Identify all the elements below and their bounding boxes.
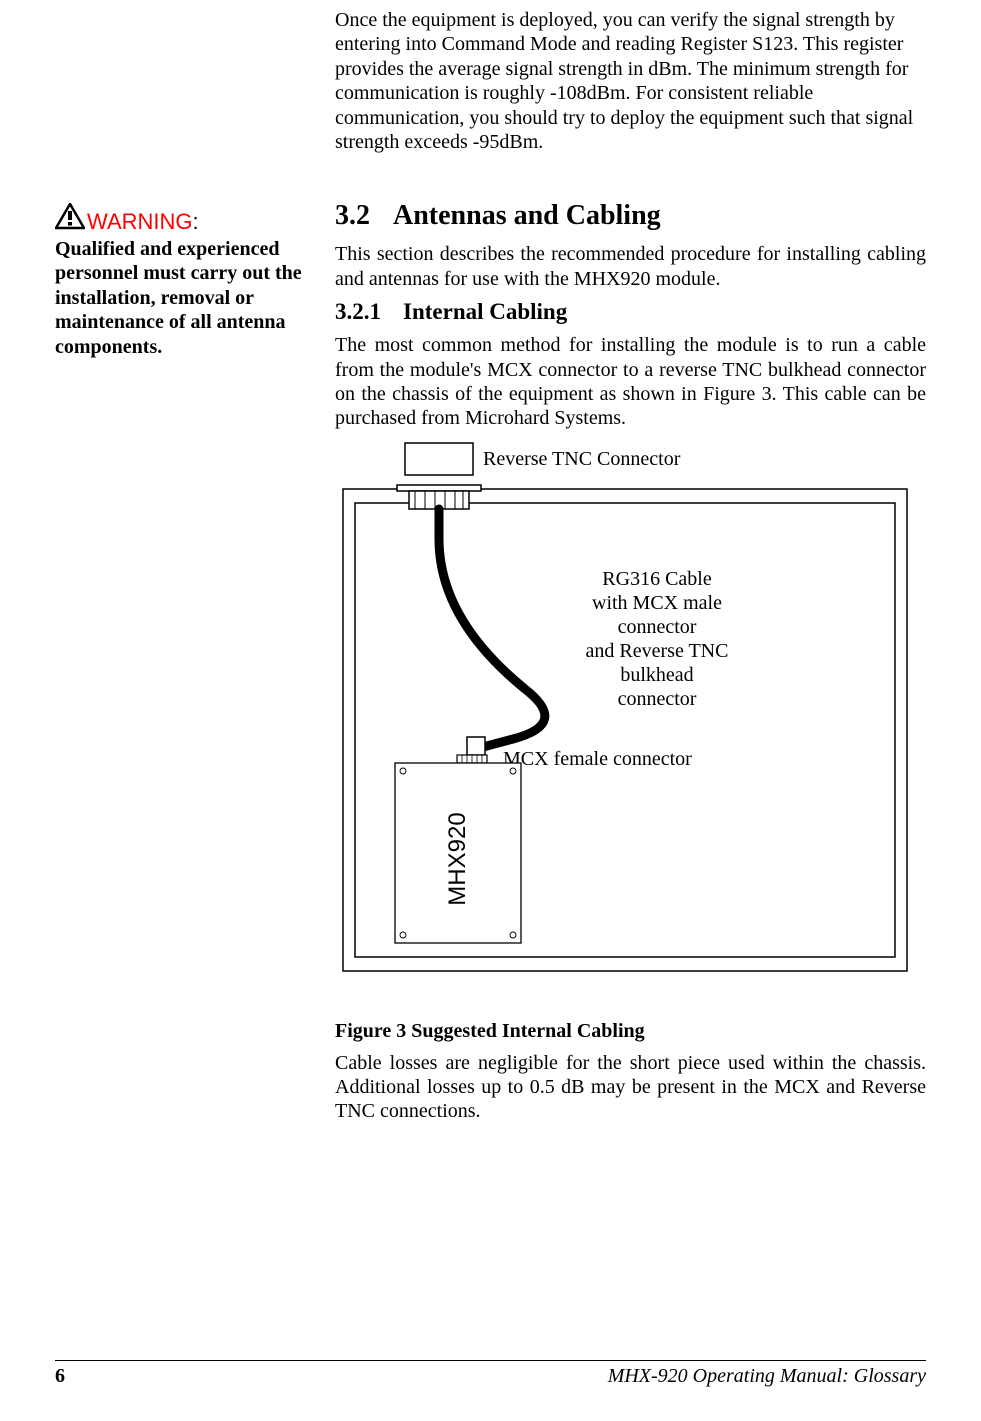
cable-line-1: with MCX male <box>592 592 722 614</box>
cable-line-0: RG316 Cable <box>602 568 712 590</box>
top-connector-label: Reverse TNC Connector <box>483 448 681 470</box>
cable-line-5: connector <box>618 688 697 710</box>
section-3-2-intro: This section describes the recommended p… <box>335 242 926 291</box>
module-label: MHX920 <box>444 812 471 905</box>
page-footer: 6 MHX-920 Operating Manual: Glossary <box>55 1360 926 1388</box>
intro-paragraph: Once the equipment is deployed, you can … <box>335 8 926 154</box>
warning-label: WARNING: <box>87 209 199 235</box>
section-heading-3-2-1: 3.2.1Internal Cabling <box>335 299 926 325</box>
warning-body: Qualified and experienced personnel must… <box>55 237 315 359</box>
figure-caption: Figure 3 Suggested Internal Cabling <box>335 1020 926 1043</box>
section-3-2-1-intro: The most common method for installing th… <box>335 333 926 431</box>
doc-title: MHX-920 Operating Manual: Glossary <box>608 1365 926 1388</box>
section-heading-3-2: 3.2Antennas and Cabling <box>335 200 926 232</box>
warning-block: WARNING: Qualified and experienced perso… <box>55 203 315 359</box>
closing-paragraph: Cable losses are negligible for the shor… <box>335 1051 926 1124</box>
mcx-label: MCX female connector <box>503 748 692 770</box>
cable-line-2: connector <box>618 616 697 638</box>
figure-3-diagram: Reverse TNC Connector RG316 Cable wi <box>335 439 926 984</box>
cable-line-3: and Reverse TNC <box>586 640 729 662</box>
page-number: 6 <box>55 1365 65 1388</box>
cable-line-4: bulkhead <box>620 664 693 686</box>
warning-triangle-icon <box>55 203 85 235</box>
